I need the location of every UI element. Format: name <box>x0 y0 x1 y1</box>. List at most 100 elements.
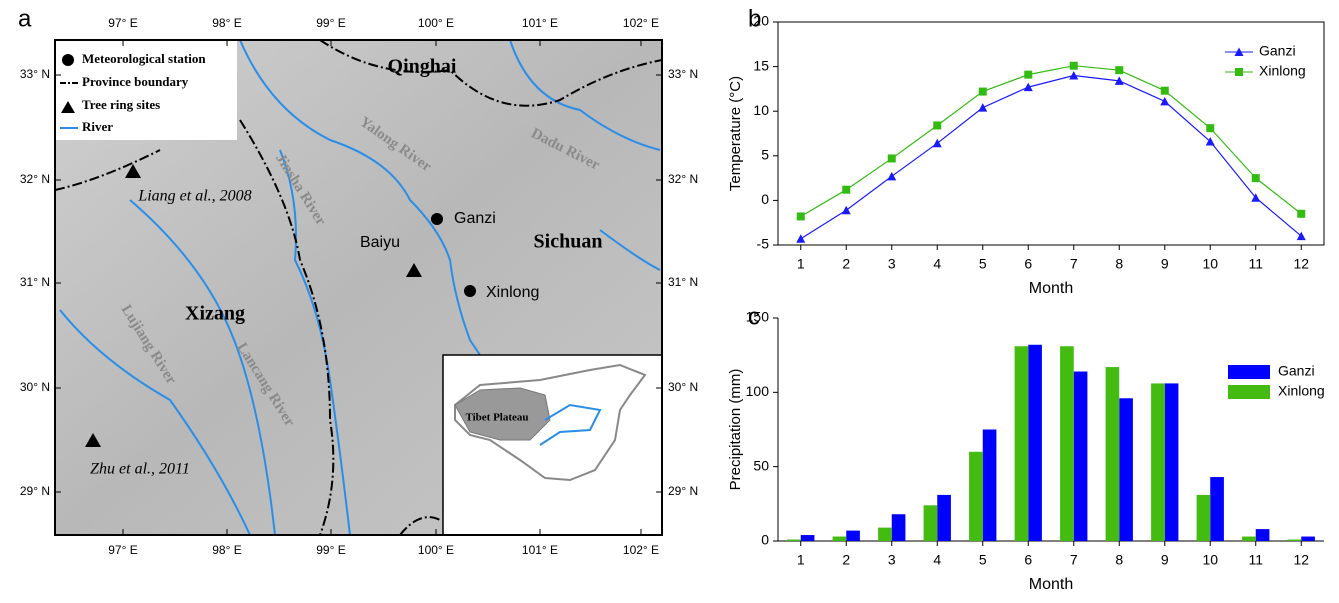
bar <box>801 535 815 541</box>
legend-label: Xinlong <box>1278 383 1325 399</box>
x-tick-label: 5 <box>979 552 987 568</box>
lat-label: 32° N <box>20 172 50 186</box>
lon-label: 97° E <box>108 543 137 557</box>
point <box>1024 71 1032 79</box>
lon-label: 98° E <box>212 543 241 557</box>
y-axis-label: Temperature (°C) <box>727 76 744 191</box>
lon-label: 97° E <box>108 16 137 30</box>
lon-label: 101° E <box>522 16 558 30</box>
bar <box>1197 495 1211 541</box>
map: Meteorological station Province boundary… <box>55 40 662 535</box>
point <box>933 121 941 129</box>
point <box>979 88 987 96</box>
lat-label: 33° N <box>20 67 50 81</box>
legend-label: Tree ring sites <box>82 97 160 112</box>
point <box>842 206 851 215</box>
legend-label: Province boundary <box>82 74 189 89</box>
y-tick-label: -5 <box>757 236 770 252</box>
x-tick-label: 1 <box>797 552 805 568</box>
point <box>887 172 896 181</box>
y-tick-label: 100 <box>746 383 770 399</box>
site-label: Zhu et al., 2011 <box>90 461 190 478</box>
x-tick-label: 1 <box>797 256 805 272</box>
legend-label: Ganzi <box>1278 363 1315 379</box>
y-tick-label: 0 <box>761 191 769 207</box>
lat-label: 32° N <box>668 172 698 186</box>
legend-label: Xinlong <box>1259 63 1306 79</box>
bar <box>969 452 983 541</box>
bar <box>1106 367 1120 541</box>
x-tick-label: 10 <box>1202 256 1218 272</box>
y-tick-label: 5 <box>761 147 769 163</box>
bar <box>1151 383 1165 541</box>
point <box>1235 68 1243 76</box>
legend-swatch <box>1228 365 1270 379</box>
bar <box>892 514 906 541</box>
region-label: Xizang <box>185 303 245 325</box>
region-label: Sichuan <box>534 231 603 253</box>
point <box>1252 174 1260 182</box>
lon-label: 100° E <box>418 16 454 30</box>
bar <box>1242 537 1256 541</box>
point <box>796 234 805 243</box>
y-tick-label: 10 <box>753 102 769 118</box>
point <box>1115 66 1123 74</box>
x-tick-label: 8 <box>1115 256 1123 272</box>
x-tick-label: 9 <box>1161 552 1169 568</box>
y-axis-label: Precipitation (mm) <box>727 369 744 491</box>
line <box>801 76 1302 239</box>
x-tick-label: 7 <box>1070 552 1078 568</box>
bar <box>1301 537 1315 541</box>
x-tick-label: 12 <box>1293 552 1309 568</box>
x-tick-label: 6 <box>1024 552 1032 568</box>
bar <box>833 537 847 541</box>
bar <box>878 528 892 541</box>
point <box>1069 71 1078 80</box>
x-tick-label: 4 <box>933 552 941 568</box>
y-tick-label: 20 <box>753 13 769 29</box>
lat-label: 33° N <box>668 67 698 81</box>
bar <box>1074 372 1088 541</box>
x-tick-label: 8 <box>1115 552 1123 568</box>
lat-label: 31° N <box>668 275 698 289</box>
y-tick-label: 0 <box>761 532 769 548</box>
bar <box>1256 529 1270 541</box>
point <box>888 154 896 162</box>
point <box>1206 124 1214 132</box>
x-tick-label: 5 <box>979 256 987 272</box>
site-label: Liang et al., 2008 <box>137 188 251 205</box>
bar <box>924 505 938 541</box>
x-tick-label: 3 <box>888 256 896 272</box>
bar <box>1060 346 1074 541</box>
x-tick-label: 7 <box>1070 256 1078 272</box>
x-tick-label: 6 <box>1024 256 1032 272</box>
x-tick-label: 12 <box>1293 256 1309 272</box>
bar <box>937 495 951 541</box>
bar <box>846 531 860 541</box>
y-tick-label: 50 <box>753 457 769 473</box>
lon-label: 102° E <box>623 16 659 30</box>
point <box>797 212 805 220</box>
y-tick-label: 15 <box>753 57 769 73</box>
x-tick-label: 10 <box>1202 552 1218 568</box>
point <box>1297 210 1305 218</box>
x-tick-label: 11 <box>1248 552 1263 568</box>
region-label: Qinghai <box>388 56 457 78</box>
x-tick-label: 4 <box>933 256 941 272</box>
point <box>1161 87 1169 95</box>
point <box>842 186 850 194</box>
bar <box>1015 346 1029 541</box>
lon-label: 101° E <box>522 543 558 557</box>
line <box>801 66 1302 217</box>
lat-label: 30° N <box>668 380 698 394</box>
lat-label: 30° N <box>20 380 50 394</box>
page: a b c Meteorological station Province bo… <box>0 0 1339 598</box>
lon-label: 99° E <box>316 543 345 557</box>
inset-label: Tibet Plateau <box>465 412 528 424</box>
x-tick-label: 2 <box>842 552 850 568</box>
site-label: Baiyu <box>360 234 400 251</box>
lat-label: 31° N <box>20 275 50 289</box>
x-tick-label: 9 <box>1161 256 1169 272</box>
figure: a b c Meteorological station Province bo… <box>0 0 1339 598</box>
bar <box>983 430 997 542</box>
